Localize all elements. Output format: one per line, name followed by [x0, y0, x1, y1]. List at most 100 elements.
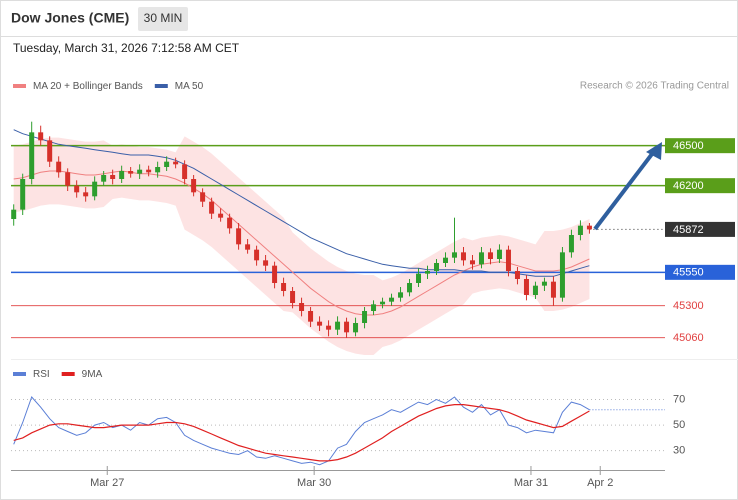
candle-body	[380, 301, 386, 305]
candle-body	[541, 281, 547, 286]
candle-body	[263, 260, 269, 266]
x-tick-label: Mar 27	[90, 477, 124, 489]
candle-body	[532, 285, 538, 295]
candle-body	[65, 172, 71, 186]
legend-label[interactable]: MA 20 + Bollinger Bands	[33, 81, 143, 92]
candle-body	[559, 252, 565, 298]
candle-body	[245, 244, 251, 250]
candle-body	[335, 321, 341, 330]
rsi-panel: 70 50 30 Mar 27 Mar 30 Mar 31 Apr 2 RSI 9MA	[11, 369, 685, 489]
timestamp: Tuesday, March 31, 2026 7:12:58 AM CET	[13, 41, 240, 55]
candle-body	[514, 271, 520, 279]
candle-body	[29, 132, 35, 179]
candle-body	[110, 175, 116, 179]
legend-label[interactable]: 9MA	[82, 369, 103, 380]
candle-body	[83, 192, 89, 197]
candle-body	[11, 209, 17, 219]
level-label: 45300	[673, 300, 704, 312]
candle-body	[362, 311, 368, 323]
candle-body	[155, 167, 161, 173]
candle-body	[47, 140, 53, 162]
candle-body	[505, 249, 511, 271]
bollinger-band	[13, 136, 590, 355]
candle-body	[389, 297, 395, 302]
legend-label[interactable]: RSI	[33, 369, 50, 380]
candle-body	[236, 228, 242, 245]
level-label: 45060	[673, 332, 704, 344]
candle-body	[550, 281, 556, 298]
candle-body	[56, 161, 62, 173]
candle-body	[443, 257, 449, 263]
candle-body	[182, 164, 188, 179]
candle-body	[353, 323, 359, 333]
candle-body	[451, 252, 457, 258]
x-tick-label: Apr 2	[587, 477, 613, 489]
level-label-box	[665, 178, 735, 194]
interval-box[interactable]	[138, 7, 188, 31]
x-tick-label: Mar 30	[297, 477, 331, 489]
candle-body	[586, 225, 592, 230]
candle-body	[191, 179, 197, 193]
candle-body	[496, 249, 502, 259]
arrow-head	[646, 142, 662, 160]
candle-body	[344, 321, 350, 333]
arrow-shaft	[593, 152, 654, 231]
candle-body	[119, 171, 125, 179]
ma-line	[13, 170, 590, 316]
y-tick-label: 70	[673, 393, 685, 405]
level-label: 46200	[673, 180, 704, 192]
candle-body	[74, 185, 80, 193]
candle-body	[128, 171, 134, 174]
candle-body	[371, 304, 377, 311]
y-tick-label: 50	[673, 419, 685, 431]
legend-swatch[interactable]	[13, 372, 26, 376]
candle-body	[218, 213, 224, 218]
forecast-arrow	[593, 142, 662, 231]
candle-body	[20, 179, 26, 210]
candle-body	[416, 273, 422, 283]
candle-body	[577, 225, 583, 235]
candle-body	[568, 235, 574, 253]
level-label-box	[665, 264, 735, 280]
level-label: 45872	[673, 224, 704, 236]
candle-body	[200, 192, 206, 202]
candle-body	[487, 252, 493, 259]
candle-body	[299, 303, 305, 311]
candle-body	[398, 292, 404, 298]
candle-body	[38, 132, 44, 141]
candle-body	[92, 181, 98, 197]
x-tick-label: Mar 31	[514, 477, 548, 489]
legend-swatch[interactable]	[154, 84, 168, 88]
level-label: 45550	[673, 267, 704, 279]
candle-body	[272, 265, 278, 283]
candle-body	[523, 279, 529, 295]
candle-body	[146, 169, 152, 173]
candle-body	[281, 283, 287, 291]
candle-body	[478, 252, 484, 265]
candle-body	[308, 311, 314, 322]
candle-body	[407, 283, 413, 293]
candle-body	[254, 249, 260, 261]
level-label-box	[665, 221, 735, 237]
level-label: 46500	[673, 140, 704, 152]
credit: Research © 2026 Trading Central	[580, 81, 729, 92]
legend-swatch[interactable]	[13, 84, 26, 88]
series-line	[13, 404, 590, 462]
legend-swatch[interactable]	[61, 372, 75, 376]
candle-body	[434, 263, 440, 271]
level-label-box	[665, 138, 735, 154]
ma-line	[13, 129, 590, 277]
title: Dow Jones (CME)	[11, 10, 129, 26]
candle-body	[326, 325, 332, 330]
candle-body	[227, 217, 233, 229]
candle-body	[469, 260, 475, 265]
candle-body	[173, 161, 179, 165]
legend-label[interactable]: MA 50	[175, 81, 204, 92]
candle-body	[209, 201, 215, 214]
series-line	[13, 396, 590, 466]
candle-body	[460, 252, 466, 261]
candle-body	[137, 169, 143, 174]
interval[interactable]: 30 MIN	[144, 11, 183, 25]
candle-body	[101, 175, 107, 182]
